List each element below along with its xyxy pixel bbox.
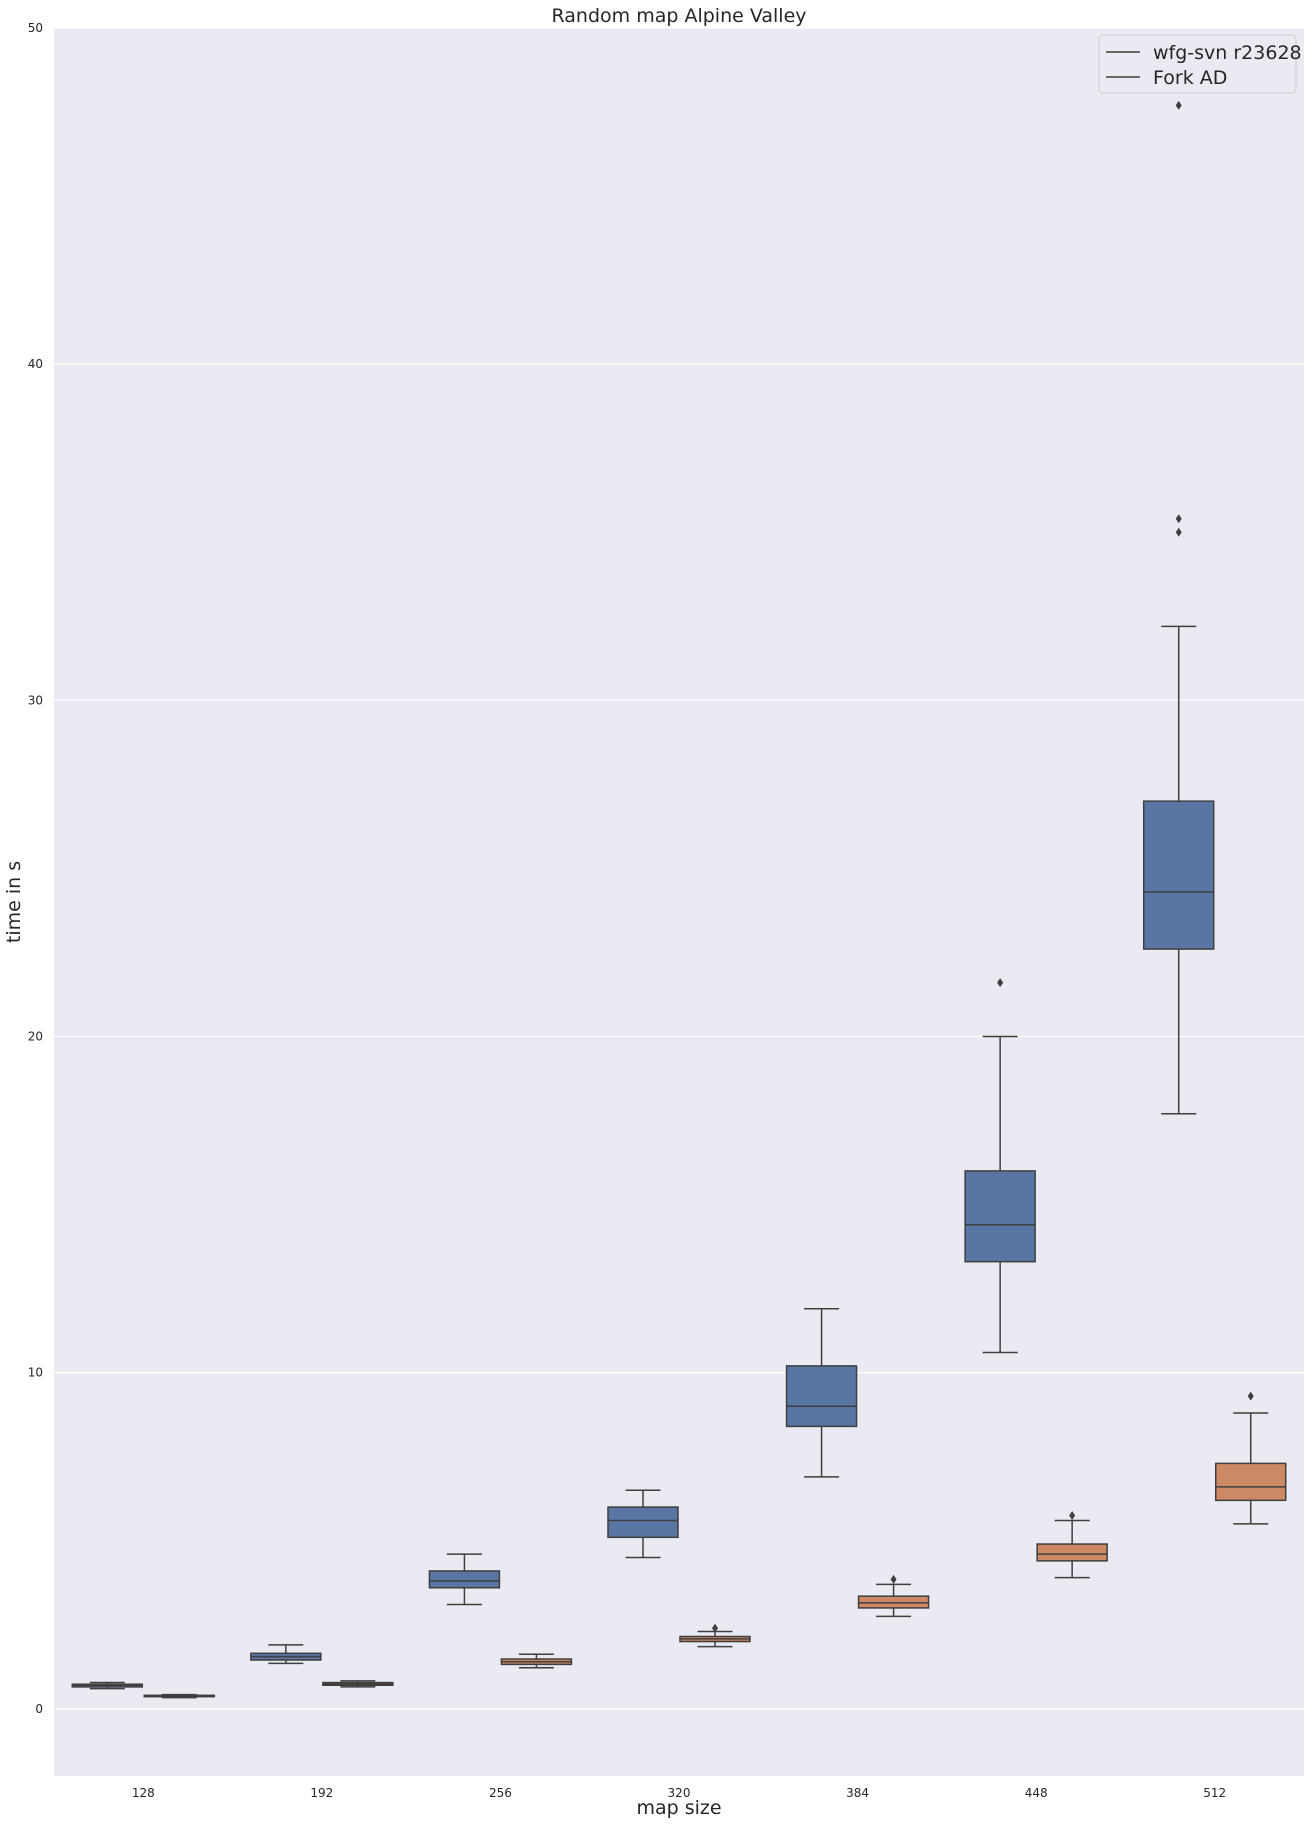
outlier-point — [1175, 514, 1182, 524]
x-tick-label: 256 — [489, 1786, 512, 1800]
legend-label-wfg: wfg-svn r23628 — [1153, 42, 1302, 64]
box-iqr — [1214, 1462, 1287, 1502]
y-tick-label: 40 — [28, 357, 43, 371]
box-iqr — [1142, 800, 1215, 950]
box-iqr — [785, 1365, 858, 1428]
legend-frame — [1098, 34, 1297, 94]
box-plot — [71, 1681, 144, 1690]
legend-label-fork: Fork AD — [1153, 67, 1227, 89]
box-plot — [607, 1489, 679, 1559]
x-tick-label: 192 — [310, 1786, 333, 1800]
x-tick-label: 384 — [846, 1786, 869, 1800]
box-plot — [679, 1623, 751, 1648]
outlier-point — [1175, 100, 1182, 110]
box-plot — [857, 1574, 930, 1618]
x-tick-label: 320 — [668, 1786, 691, 1800]
y-tick-label: 20 — [28, 1029, 43, 1043]
box-plot — [500, 1653, 573, 1669]
box-plot — [428, 1553, 501, 1606]
x-tick-label: 512 — [1203, 1786, 1226, 1800]
box-plot — [1142, 100, 1215, 1115]
y-tick-label: 10 — [28, 1366, 43, 1380]
y-tick-label: 30 — [28, 693, 43, 707]
x-axis-label: map size — [636, 1797, 721, 1819]
outlier-point — [997, 978, 1004, 988]
plot-area — [54, 28, 1304, 1776]
outlier-point — [1175, 527, 1182, 537]
outlier-point — [712, 1623, 718, 1633]
box-plot — [250, 1644, 322, 1665]
box-plot — [964, 978, 1036, 1354]
x-tick-label: 448 — [1025, 1786, 1048, 1800]
y-tick-label: 0 — [35, 1702, 43, 1716]
box-iqr — [607, 1506, 679, 1539]
box-plot — [1214, 1391, 1287, 1525]
outlier-point — [890, 1574, 897, 1584]
box-iqr — [964, 1170, 1036, 1263]
box-iqr — [857, 1595, 930, 1609]
outlier-point — [1247, 1391, 1254, 1401]
box-iqr — [1036, 1543, 1108, 1562]
y-tick-label: 50 — [28, 21, 43, 35]
box-plot — [143, 1693, 216, 1699]
box-plot — [785, 1307, 858, 1478]
box-plot — [322, 1680, 394, 1688]
chart-title: Random map Alpine Valley — [552, 5, 807, 27]
outlier-point — [1069, 1510, 1076, 1520]
x-tick-label: 128 — [132, 1786, 155, 1800]
box-iqr — [428, 1570, 501, 1589]
box-plot — [1036, 1510, 1108, 1579]
legend: wfg-svn r23628 Fork AD — [1098, 34, 1302, 94]
y-axis-label: time in s — [3, 861, 25, 943]
